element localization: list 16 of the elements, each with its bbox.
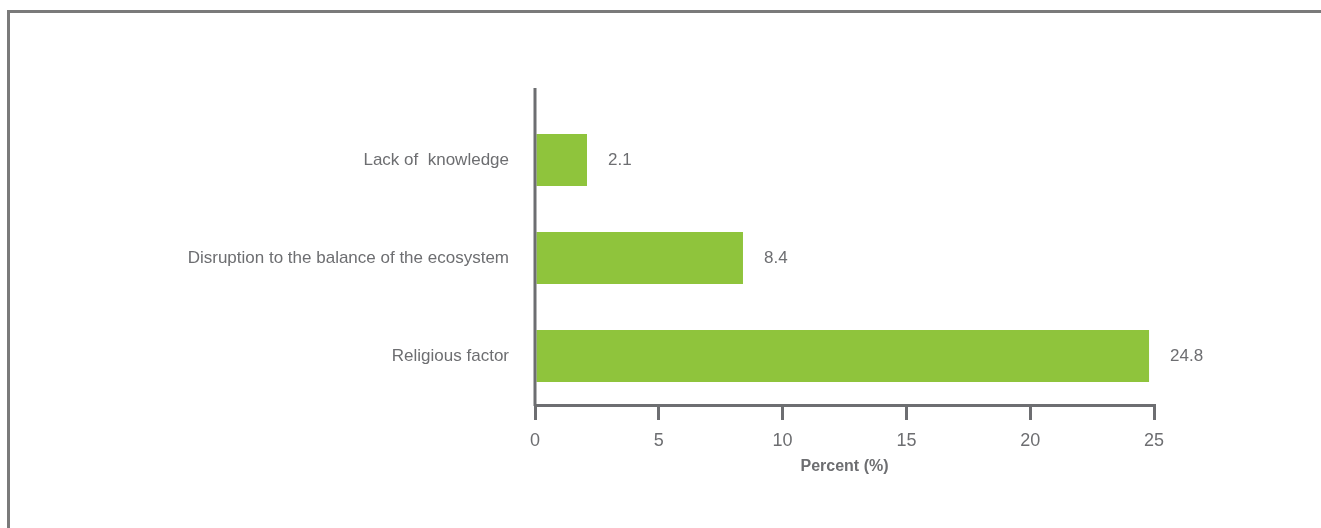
y-tick-label: Religious factor: [391, 345, 510, 365]
x-tick-label: 10: [772, 429, 793, 450]
data-label: 8.4: [763, 247, 788, 267]
x-tick-label: 5: [653, 429, 664, 450]
x-tick-label: 25: [1143, 429, 1165, 450]
x-axis-title: Percent (%): [800, 456, 889, 474]
data-label: 24.8: [1170, 345, 1204, 365]
bar: [536, 134, 587, 186]
x-tick-label: 20: [1020, 429, 1041, 450]
y-tick-label: Lack of knowledge: [363, 149, 509, 169]
bar: [536, 232, 743, 284]
x-tick-label: 15: [896, 429, 917, 450]
bar: [536, 330, 1150, 382]
x-tick-label: 0: [529, 429, 541, 450]
y-tick-label: Disruption to the balance of the ecosystem: [187, 247, 509, 267]
data-label: 2.1: [608, 149, 632, 169]
